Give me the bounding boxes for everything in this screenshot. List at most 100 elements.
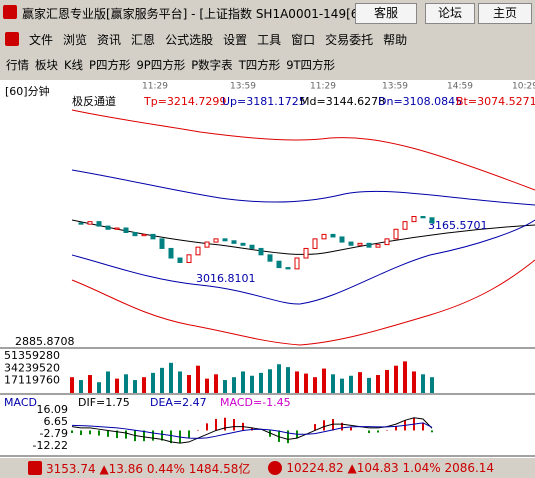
title-bar: 赢家汇恩专业版[赢家服务平台] - [上证指数 SH1A0001-149[60]… [0,0,535,26]
volume-bar [232,377,236,393]
toolbar-button[interactable]: T四方形 [238,58,281,72]
status-bar: 3153.74 ▲13.86 0.44% 1484.58亿 10224.82 ▲… [0,458,535,478]
menu-item[interactable]: 浏览 [63,32,88,47]
button[interactable]: 客服 [355,3,417,24]
dea-line [71,422,433,439]
candle [78,222,84,225]
sh-icon [28,461,42,475]
candle [204,241,210,248]
macd-tick: -12.22 [33,439,68,452]
menu-item[interactable]: 交易委托 [325,32,374,47]
button[interactable]: 主页 [478,3,532,24]
menu-item[interactable]: 汇恩 [131,32,156,47]
dea-text: DEA=2.47 [150,396,207,409]
volume-bar [133,380,137,393]
volume-bar [376,375,380,393]
macd-tick: 16.09 [37,403,69,416]
toolbar-button[interactable]: 行情 [6,58,29,72]
sz-icon [268,461,283,475]
volume-bar [115,378,119,393]
candle [96,221,102,227]
candle [105,225,111,230]
volume-bar [268,369,272,393]
macd-tick: 6.65 [44,415,69,428]
menu-item[interactable]: 窗口 [291,32,316,47]
volume-bar [223,380,227,393]
candle [258,247,264,256]
candle [357,242,363,246]
candle [132,231,138,237]
volume-bar [178,371,182,393]
volume-bar [385,370,389,393]
bt-value: Bt=3074.5271 [456,95,535,108]
candle [222,238,228,242]
volume-bar [304,373,308,393]
volume-bar [241,371,245,393]
candle [294,257,300,270]
time-label: 13:59 [382,82,408,92]
indicator-name: 极反通道 [72,94,116,108]
menu-item[interactable]: 文件 [29,32,54,47]
candle [87,221,93,225]
toolbar-button[interactable]: P数字表 [191,58,233,72]
volume-bar [151,372,155,393]
volume-bar [421,374,425,393]
md-value: Md=3144.6278 [300,95,385,108]
low-label: 3016.8101 [196,272,256,285]
candle [168,247,174,259]
chart-bg [0,80,535,458]
time-label: 13:59 [230,82,256,92]
candle [420,216,426,219]
volume-bar [196,365,200,393]
candle [303,247,309,259]
menu-item[interactable]: 帮助 [383,32,408,47]
sz-quote: 10224.82 ▲104.83 1.04% 2086.14 [286,461,495,475]
menu-icon [5,32,19,46]
toolbar-button[interactable]: 板块 [35,58,58,72]
candle [177,257,183,263]
toolbar-button[interactable]: 9T四方形 [286,58,336,72]
menu-item[interactable]: 公式选股 [165,32,214,47]
volume-bar [277,364,281,393]
candle [195,246,201,256]
toolbar-button[interactable]: K线 [64,58,84,72]
time-label: 14:59 [447,82,473,92]
candle [384,238,390,246]
menu-bar: 文件 浏览 资讯 汇恩 公式选股 设置 工具 窗口 交易委托 帮助 [0,27,535,51]
menu-item[interactable]: 资讯 [97,32,122,47]
dif-text: DIF=1.75 [78,396,130,409]
volume-bar [79,380,83,393]
candle [429,217,435,224]
volume-bar [358,372,362,393]
volume-bar [403,361,407,393]
volume-bar [214,374,218,393]
bottom-label: 2885.8708 [15,335,75,348]
toolbar-button[interactable]: P四方形 [89,58,131,72]
dn-value: Dn=3108.0845 [378,95,462,108]
toolbar-button[interactable]: 9P四方形 [136,58,186,72]
chart: [60]分钟 极反通道 Tp=3214.7299 Up=3181.1725 Md… [0,80,535,458]
menu-item[interactable]: 工具 [257,32,282,47]
menu-item[interactable]: 设置 [223,32,248,47]
period: [60]分钟 [5,84,50,98]
candle [141,233,147,237]
time-label: 10:29 [512,82,535,92]
candle [123,227,129,233]
volume-bar [340,378,344,393]
volume-bar [169,362,173,393]
volume-bar [322,368,326,393]
time-label: 11:29 [142,82,168,92]
volume-bar [142,377,146,393]
candle [114,227,120,230]
volume-bar [70,377,74,393]
button[interactable]: 论坛 [425,3,475,24]
volume-bar [367,377,371,393]
candle [312,238,318,249]
macd-text: MACD=-1.45 [220,396,291,409]
macd-title: MACD [4,396,37,409]
bt-line [71,259,535,346]
tp-value: Tp=3214.7299 [143,95,226,108]
candle [267,254,273,262]
volume-bar [160,367,164,393]
